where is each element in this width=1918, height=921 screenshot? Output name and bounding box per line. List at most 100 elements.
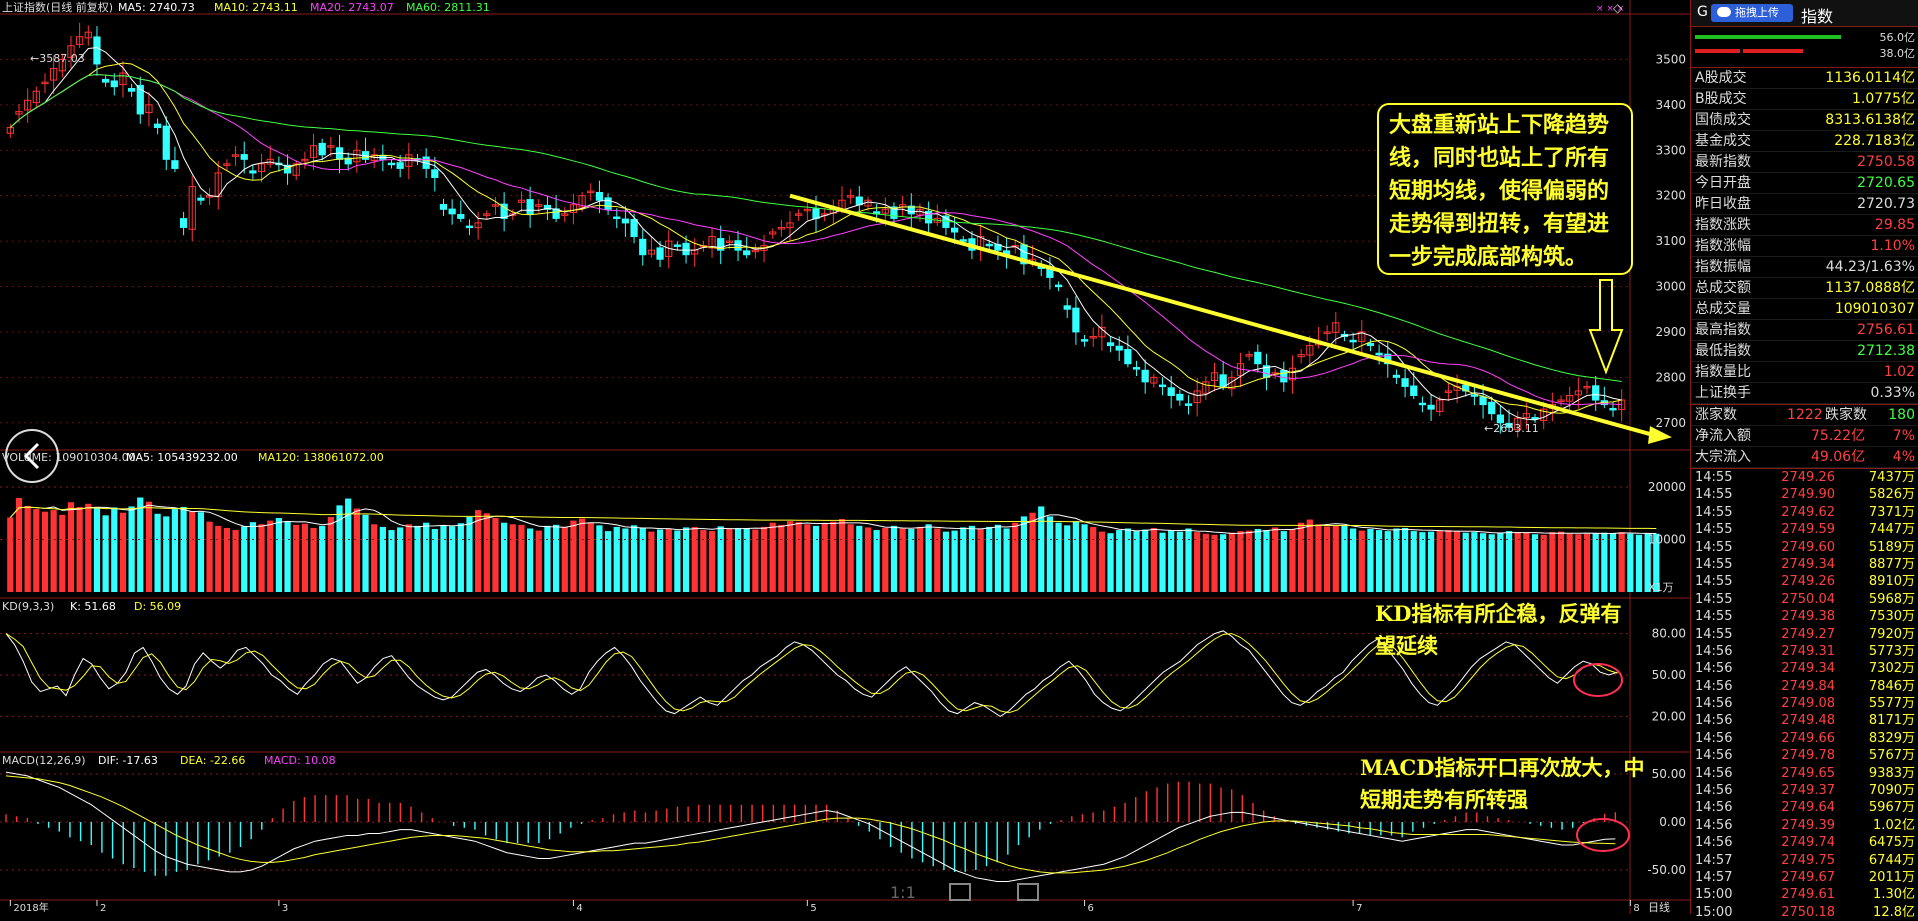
flow-percent: 4%	[1892, 449, 1915, 465]
candle-body	[153, 123, 162, 129]
breadth-bars: 56.0亿 38.0亿	[1691, 27, 1918, 68]
quote-row-value: 2720.73	[1857, 196, 1915, 212]
volume-bar	[1393, 528, 1400, 592]
candle-body	[717, 238, 725, 251]
quote-row-label: A股成交	[1695, 70, 1747, 86]
candle-body	[569, 204, 578, 213]
volume-bar	[128, 506, 135, 592]
quote-row: 总成交量 109010307	[1691, 299, 1918, 320]
upload-button[interactable]: 拖拽上传	[1711, 4, 1793, 22]
tick-row: 14:55 2749.62 7371万	[1691, 504, 1918, 521]
month-label: 2	[100, 903, 106, 914]
candle-body	[890, 206, 898, 219]
tick-row: 14:57 2749.75 6744万	[1691, 852, 1918, 869]
volume-bar	[890, 525, 898, 592]
candle-body	[1366, 342, 1375, 347]
tick-row: 14:56 2749.78 5767万	[1691, 747, 1918, 764]
candle-body	[795, 213, 803, 216]
tick-price: 2750.18	[1781, 904, 1835, 920]
ma20-line	[9, 73, 1622, 406]
candle-body	[1436, 399, 1444, 412]
month-label: 3	[282, 903, 288, 914]
ma-legend-item: MA10: 2743.11	[214, 1, 298, 14]
volume-bar	[492, 517, 499, 592]
candle-body	[1306, 345, 1314, 356]
candle-body	[950, 227, 959, 233]
price-tick-label: 3300	[1655, 143, 1686, 157]
volume-bar	[1072, 521, 1080, 592]
quote-row: A股成交 1136.0114亿	[1691, 68, 1918, 89]
volume-bar	[249, 522, 257, 592]
volume-bar	[925, 524, 932, 592]
candle-body	[1514, 417, 1522, 431]
volume-bar	[1419, 532, 1426, 592]
volume-bar	[171, 509, 179, 592]
kd-tick-label: 80.00	[1652, 627, 1686, 641]
volume-bar	[405, 524, 412, 592]
volume-bar	[180, 506, 187, 592]
candle-body	[1540, 408, 1548, 422]
volume-bar	[1202, 533, 1209, 592]
tick-row: 14:56 2749.37 7090万	[1691, 782, 1918, 799]
tick-list[interactable]: 14:55 2749.26 7437万 14:55 2749.90 5826万 14:55 2…	[1691, 468, 1918, 921]
tick-row: 14:56 2749.08 5577万	[1691, 695, 1918, 712]
trend-arrow-head	[1648, 426, 1672, 445]
candle-body	[907, 205, 915, 215]
volume-bar	[423, 522, 430, 592]
tick-price: 2749.65	[1781, 765, 1835, 781]
candle-body	[543, 204, 552, 210]
ma60-line	[9, 73, 1622, 382]
volume-bar	[1566, 533, 1573, 592]
tick-time: 14:56	[1695, 643, 1733, 659]
candle-body	[1158, 384, 1167, 388]
quote-row-label: 总成交量	[1695, 301, 1751, 317]
volume-bar	[622, 528, 629, 592]
tick-price: 2749.61	[1781, 887, 1835, 903]
volume-bar	[293, 524, 300, 592]
candle-body	[1063, 305, 1071, 310]
volume-bar	[1046, 516, 1054, 592]
d-line	[5, 633, 1618, 714]
volume-bar	[630, 525, 638, 592]
quote-sidebar: G 拖拽上传 指数 56.0亿 38.0亿 A股成交 1136.0114亿 B股成交…	[1690, 0, 1918, 920]
candle-body	[517, 199, 526, 203]
quote-rows: A股成交 1136.0114亿 B股成交 1.0775亿 国债成交 8313.6138亿基…	[1691, 68, 1918, 404]
volume-bar	[449, 526, 456, 592]
volume-bar	[1029, 512, 1036, 592]
volume-bar	[1064, 525, 1071, 592]
tick-price: 2749.08	[1781, 696, 1835, 712]
candle-body	[127, 87, 136, 92]
price-tick-label: 2700	[1655, 416, 1686, 430]
volume-bar	[1349, 528, 1357, 592]
updown-row: 涨家数 1222 跌家数 180	[1691, 404, 1918, 426]
volume-bar	[310, 527, 317, 592]
candle-body	[1115, 345, 1123, 351]
candle-body	[647, 249, 656, 255]
volume-bar	[717, 526, 724, 592]
tick-price: 2749.64	[1781, 800, 1835, 816]
tick-time: 14:56	[1695, 817, 1733, 833]
volume-bar	[1246, 530, 1253, 592]
candle-body	[1410, 385, 1418, 396]
candle-body	[318, 142, 326, 156]
candle-body	[474, 222, 482, 229]
candle-body	[110, 80, 118, 88]
volume-bar	[1289, 529, 1296, 592]
volume-bar	[968, 525, 976, 592]
tick-price: 2749.67	[1781, 869, 1835, 885]
tick-row: 14:55 2749.26 7437万	[1691, 469, 1918, 486]
sidebar-title: 指数	[1801, 7, 1834, 26]
volume-bar	[1332, 525, 1339, 592]
candle-body	[535, 204, 543, 207]
volume-bar	[1324, 526, 1331, 592]
candle-body	[1323, 331, 1331, 334]
candle-body	[1332, 322, 1340, 333]
flow-rows: 净流入额 75.22亿 7% 大宗流入 49.06亿 4%	[1691, 426, 1918, 468]
volume-bar	[41, 511, 49, 592]
volume-bar	[986, 526, 993, 592]
candle-body	[223, 163, 231, 166]
tick-time: 14:55	[1695, 539, 1733, 555]
volume-bar	[24, 505, 31, 592]
tick-time: 14:55	[1695, 487, 1733, 503]
candle-body	[387, 162, 396, 166]
